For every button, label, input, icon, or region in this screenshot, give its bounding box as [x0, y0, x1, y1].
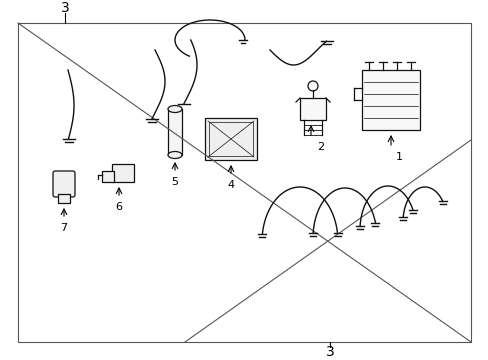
Text: 1: 1 — [395, 152, 402, 162]
Circle shape — [307, 81, 317, 91]
Bar — [204, 118, 257, 160]
Text: 2: 2 — [317, 142, 324, 152]
Bar — [299, 98, 325, 120]
Text: 3: 3 — [61, 1, 69, 15]
Text: 4: 4 — [227, 180, 234, 190]
Text: 5: 5 — [171, 177, 178, 187]
Text: 6: 6 — [115, 202, 122, 212]
Bar — [58, 194, 70, 203]
Ellipse shape — [168, 105, 182, 112]
FancyBboxPatch shape — [53, 171, 75, 197]
Bar — [361, 70, 419, 130]
Text: 7: 7 — [61, 223, 67, 233]
Bar — [208, 122, 252, 156]
Bar — [112, 164, 134, 182]
Text: 3: 3 — [325, 345, 334, 359]
Bar — [168, 109, 182, 155]
Bar — [18, 23, 470, 342]
Ellipse shape — [168, 152, 182, 158]
Bar — [102, 171, 114, 182]
